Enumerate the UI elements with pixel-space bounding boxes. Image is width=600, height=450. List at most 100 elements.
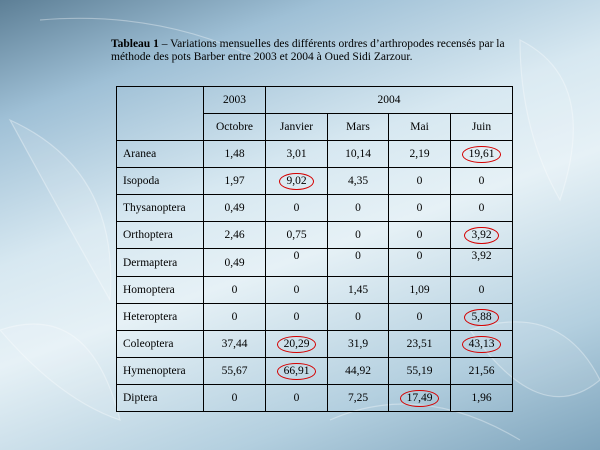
value-cell: 0: [265, 384, 328, 412]
value-cell: 43,13: [450, 330, 513, 358]
value-cell: 0: [265, 194, 328, 222]
cell-value: 1,45: [347, 284, 369, 296]
value-cell: 0: [388, 221, 451, 249]
value-cell: 2,19: [388, 140, 451, 168]
caption-title: Tableau 1: [111, 38, 159, 50]
cell-value: 1,97: [224, 175, 245, 187]
value-cell: 1,97: [203, 167, 266, 195]
value-cell: 3,92: [450, 221, 513, 249]
value-cell: 1,48: [203, 140, 266, 168]
circled-value: 17,49: [399, 389, 440, 407]
cell-value: 10,14: [345, 148, 371, 160]
cell-value: 55,67: [221, 365, 248, 377]
arthropod-table: 2003 2004 Octobre Janvier Mars Mai Juin …: [116, 86, 513, 412]
order-name: Heteroptera: [116, 303, 204, 331]
value-cell: 3,01: [265, 140, 328, 168]
cell-value: 1,48: [224, 148, 245, 160]
value-cell: 2,46: [203, 221, 266, 249]
table-row: Homoptera 0 0 1,45 1,09 0: [116, 276, 513, 304]
value-cell: 0: [388, 194, 451, 222]
value-cell: 0: [203, 384, 266, 412]
order-name: Homoptera: [116, 276, 204, 304]
circled-value: 3,92: [464, 226, 499, 244]
cell-value: 2,46: [224, 229, 245, 241]
circled-value: 43,13: [461, 335, 502, 353]
cell-value: 0,49: [224, 256, 245, 269]
value-cell: 1,09: [388, 276, 451, 304]
year-2004: 2004: [265, 86, 513, 114]
value-cell: 0: [450, 167, 513, 195]
order-name: Orthoptera: [116, 221, 204, 249]
table-row: Hymenoptera 55,67 66,91 44,92 55,19 21,56: [116, 357, 513, 385]
table-row: Heteroptera 0 0 0 0 5,88: [116, 303, 513, 331]
cell-value: 0: [416, 202, 423, 214]
order-name: Hymenoptera: [116, 357, 204, 385]
value-cell: 0: [450, 276, 513, 304]
caption-dash: –: [158, 38, 171, 50]
table-row: Isopoda 1,97 9,02 4,35 0 0: [116, 167, 513, 195]
value-cell: 55,67: [203, 357, 266, 385]
value-cell: 0: [327, 221, 389, 249]
cell-value: 7,25: [347, 392, 369, 404]
caption-text: Variations mensuelles des différents ord…: [111, 38, 505, 63]
value-cell: 0: [388, 248, 451, 277]
cell-value: 44,92: [345, 365, 371, 377]
cell-value: 1,96: [471, 392, 492, 404]
cell-value: 0,49: [224, 202, 245, 214]
cell-value: 0: [293, 311, 300, 323]
cell-value: 55,19: [406, 365, 433, 377]
value-cell: 10,14: [327, 140, 389, 168]
order-name: Coleoptera: [116, 330, 204, 358]
cell-value: 0: [416, 229, 423, 241]
cell-value: 2,19: [409, 148, 430, 160]
value-cell: 0: [265, 303, 328, 331]
value-cell: 5,88: [450, 303, 513, 331]
value-cell: 1,96: [450, 384, 513, 412]
month-octobre: Octobre: [203, 113, 266, 141]
cell-value: 37,44: [221, 338, 248, 350]
value-cell: 0: [265, 248, 328, 277]
value-cell: 3,92: [450, 248, 513, 277]
value-cell: 0: [388, 167, 451, 195]
value-cell: 19,61: [450, 140, 513, 168]
cell-value: 21,56: [468, 365, 495, 377]
cell-value: 0: [293, 202, 300, 214]
cell-value: 0: [478, 175, 485, 187]
order-name: Isopoda: [116, 167, 204, 195]
value-cell: 31,9: [327, 330, 389, 358]
cell-value: 1,09: [409, 284, 430, 296]
circled-value: 20,29: [276, 335, 317, 353]
cell-value: 0: [355, 202, 361, 214]
value-cell: 0: [203, 276, 266, 304]
table-row: Thysanoptera 0,49 0 0 0 0: [116, 194, 513, 222]
cell-value: 0: [416, 175, 423, 187]
value-cell: 0: [327, 248, 389, 277]
value-cell: 0: [388, 303, 451, 331]
cell-value: 0: [478, 202, 485, 214]
month-mars: Mars: [327, 113, 389, 141]
table-caption: Tableau 1 – Variations mensuelles des di…: [111, 38, 531, 64]
month-mai: Mai: [388, 113, 451, 141]
value-cell: 66,91: [265, 357, 328, 385]
value-cell: 0: [327, 194, 389, 222]
cell-value: 31,9: [347, 338, 369, 350]
year-header-row: 2003 2004: [116, 86, 513, 141]
cell-value: 3,92: [471, 250, 492, 262]
value-cell: 23,51: [388, 330, 451, 358]
cell-value: 0: [293, 392, 300, 404]
table-row: Aranea 1,48 3,01 10,14 2,19 19,61: [116, 140, 513, 168]
value-cell: 0: [265, 276, 328, 304]
table-row: Diptera 0 0 7,25 17,49 1,96: [116, 384, 513, 412]
value-cell: 9,02: [265, 167, 328, 195]
order-name: Aranea: [116, 140, 204, 168]
year-2003: 2003: [203, 86, 266, 114]
cell-value: 3,01: [286, 148, 307, 160]
cell-value: 0: [231, 311, 238, 323]
value-cell: 21,56: [450, 357, 513, 385]
cell-value: 0: [416, 311, 423, 323]
cell-value: 0: [293, 250, 300, 262]
value-cell: 0,49: [203, 248, 266, 277]
cell-value: 0: [355, 311, 361, 323]
value-cell: 0: [450, 194, 513, 222]
value-cell: 7,25: [327, 384, 389, 412]
